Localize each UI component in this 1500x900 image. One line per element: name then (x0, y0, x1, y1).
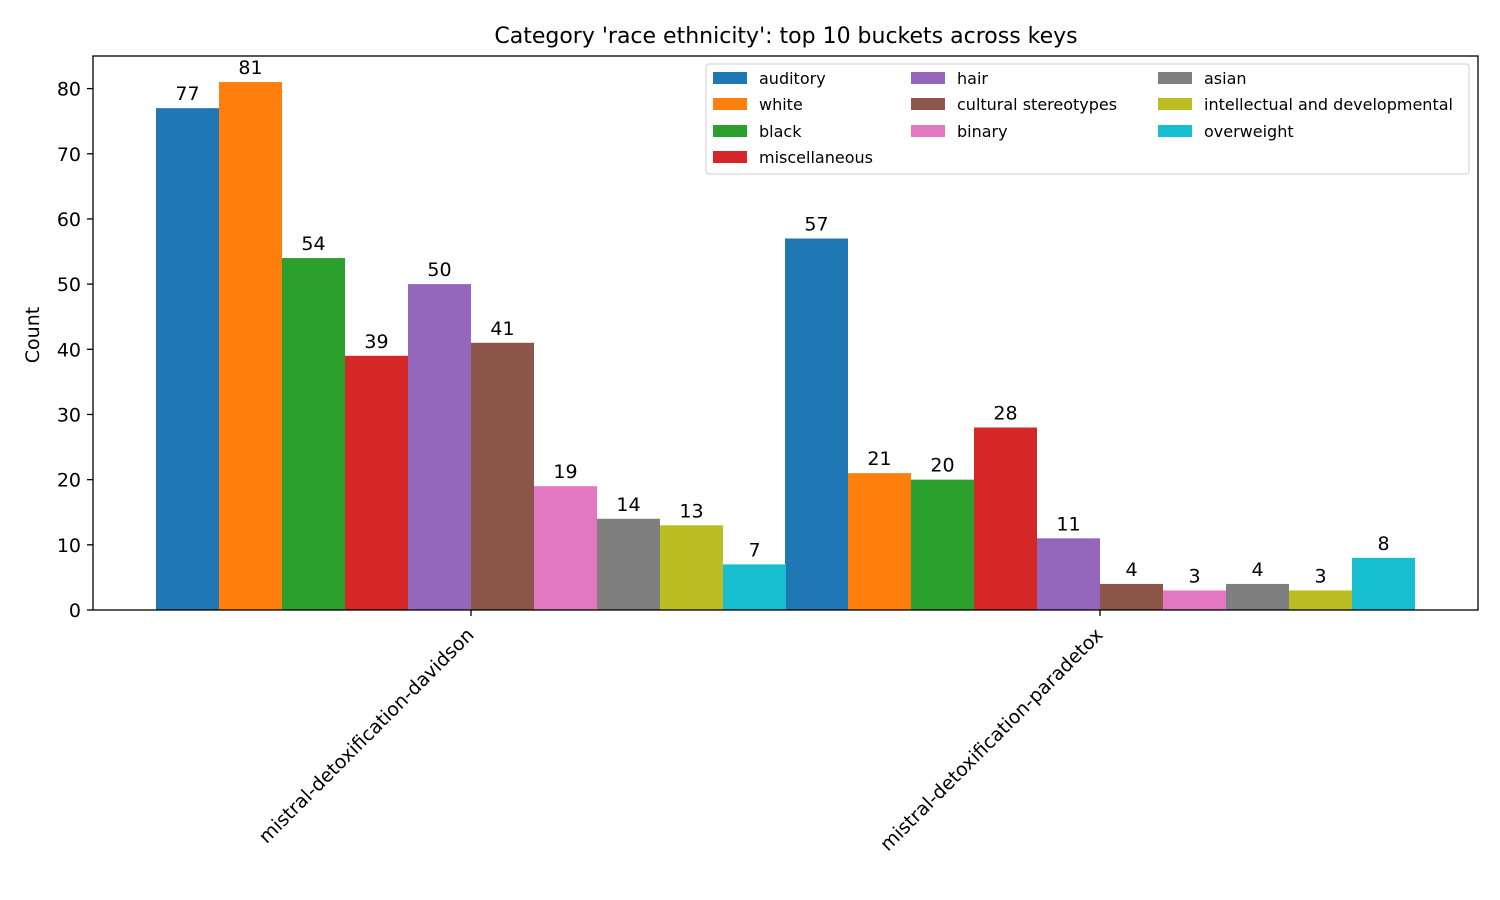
plot-frame (92, 55, 1479, 611)
value-label: 20 (930, 455, 954, 477)
legend-entry: overweight (1204, 122, 1294, 141)
value-label: 57 (804, 213, 828, 235)
y-tick-label: 80 (57, 79, 81, 101)
y-tick-label: 40 (57, 339, 81, 361)
bar-cultural-stereotypes-0 (471, 342, 534, 610)
y-axis-label: Count (22, 307, 44, 363)
legend-swatch (1158, 98, 1192, 110)
bar-miscellaneous-0 (345, 355, 408, 610)
bar-binary-0 (534, 486, 597, 610)
legend-swatch (713, 125, 747, 137)
y-tick-label: 60 (57, 209, 81, 231)
legend-swatch (1158, 125, 1192, 137)
legend-swatch (911, 72, 945, 84)
value-label: 81 (238, 57, 262, 79)
value-label: 21 (867, 448, 891, 470)
value-label: 50 (427, 259, 451, 281)
value-label: 13 (679, 500, 703, 522)
legend-entry: intellectual and developmental (1204, 95, 1453, 114)
legend-entry: white (759, 95, 803, 114)
bar-miscellaneous-1 (974, 427, 1037, 610)
y-tick-label: 20 (57, 470, 81, 492)
bar-asian-0 (597, 518, 660, 610)
legend-entry: miscellaneous (759, 148, 873, 167)
bar-binary-1 (1163, 590, 1226, 610)
x-tick-label: mistral-detoxification-paradetox (876, 624, 1108, 856)
y-tick-label: 50 (57, 274, 81, 296)
value-label: 4 (1251, 559, 1263, 581)
bar-hair-1 (1037, 538, 1100, 610)
value-label: 3 (1188, 565, 1200, 587)
y-tick-label: 10 (57, 535, 81, 557)
value-labels-layer: 77 57 81 21 54 20 39 28 50 11 41 4 19 3 14 4 13 3 7 8 (175, 57, 1389, 587)
legend-swatch (1158, 72, 1192, 84)
y-tick-label: 0 (69, 600, 81, 622)
bar-intellectual-and-developmental-0 (660, 525, 723, 610)
value-label: 54 (301, 233, 325, 255)
legend-swatch (713, 98, 747, 110)
value-label: 41 (490, 318, 514, 340)
legend-swatch (911, 125, 945, 137)
chart-title: Category 'race ethnicity': top 10 bucket… (494, 24, 1077, 49)
value-label: 39 (364, 331, 388, 353)
y-tick-label: 70 (57, 144, 81, 166)
legend-swatch (911, 98, 945, 110)
bar-intellectual-and-developmental-1 (1289, 590, 1352, 610)
value-label: 8 (1377, 533, 1389, 555)
bar-asian-1 (1226, 583, 1289, 610)
value-label: 11 (1056, 513, 1080, 535)
legend-entry: black (759, 122, 802, 141)
bar-white-1 (848, 473, 911, 610)
bar-overweight-0 (723, 564, 786, 610)
legend-entry: hair (957, 69, 988, 88)
bar-cultural-stereotypes-1 (1100, 583, 1163, 610)
y-tick-label: 30 (57, 404, 81, 426)
bar-auditory-0 (156, 108, 219, 610)
legend-entry: asian (1204, 69, 1247, 88)
legend-box (705, 63, 1470, 175)
bar-hair-0 (408, 284, 471, 610)
value-label: 14 (616, 494, 640, 516)
value-label: 77 (175, 83, 199, 105)
legend-entry: binary (957, 122, 1008, 141)
legend-swatch (713, 72, 747, 84)
bar-overweight-1 (1352, 557, 1415, 610)
bar-white-0 (219, 82, 282, 611)
value-label: 3 (1314, 565, 1326, 587)
legend: auditory white black miscellaneous hair cultu… (705, 63, 1470, 175)
value-label: 4 (1125, 559, 1137, 581)
legend-entry: cultural stereotypes (957, 95, 1117, 114)
bar-auditory-1 (785, 238, 848, 610)
legend-entry: auditory (759, 69, 826, 88)
value-label: 7 (748, 539, 760, 561)
bar-black-0 (282, 258, 345, 610)
bars-layer (156, 82, 1415, 611)
x-tick-label: mistral-detoxification-davidson (255, 624, 479, 848)
value-label: 19 (553, 461, 577, 483)
legend-swatch (713, 151, 747, 163)
value-label: 28 (993, 403, 1017, 425)
bar-black-1 (911, 479, 974, 610)
